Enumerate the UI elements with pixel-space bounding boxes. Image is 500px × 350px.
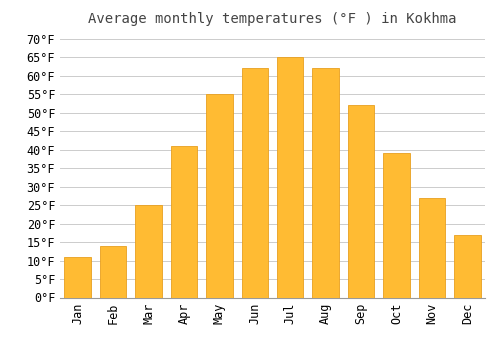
Bar [383, 153, 409, 298]
Bar [242, 69, 268, 298]
Bar [100, 246, 126, 298]
Bar [170, 146, 197, 298]
Bar [312, 69, 339, 298]
Bar [136, 205, 162, 298]
Bar [206, 94, 233, 298]
Bar [454, 235, 480, 298]
Bar [277, 57, 303, 298]
Title: Average monthly temperatures (°F ) in Kokhma: Average monthly temperatures (°F ) in Ko… [88, 12, 457, 26]
Bar [348, 105, 374, 298]
Bar [64, 257, 91, 298]
Bar [418, 198, 445, 298]
